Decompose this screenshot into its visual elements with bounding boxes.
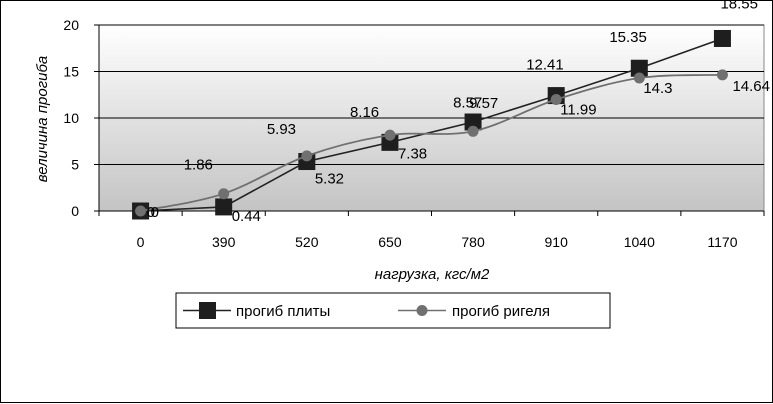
data-label-beam: 8.57 [453,94,482,111]
x-tick-label: 0 [137,234,145,250]
data-point-beam [633,72,645,84]
x-tick-label: 780 [461,234,485,250]
series-line-slab [140,37,723,212]
data-point-slab [215,198,233,216]
legend-label-slab: прогиб плиты [236,303,330,320]
x-axis-title: нагрузка, кгс/м2 [375,266,490,283]
data-label-slab: 12.41 [526,57,564,74]
legend-entry-beam: прогиб ригеля [398,303,550,320]
y-axis-title: величина прогиба [34,56,51,182]
legend-label-beam: прогиб ригеля [452,303,550,320]
series-line-beam [140,73,723,212]
data-label-beam: 11.99 [560,101,596,118]
x-tick-label: 1040 [624,234,655,250]
data-label-beam: 8.16 [350,104,379,121]
y-tick-label: 5 [71,157,79,173]
data-label-beam: 14.3 [643,80,672,97]
y-tick-label: 15 [63,64,79,80]
data-point-beam [384,129,396,141]
y-tick-label: 20 [63,17,79,33]
data-point-beam [301,150,313,162]
data-label-beam: 0 [147,204,155,221]
data-label-beam: 5.93 [267,121,296,138]
data-label-slab: 0 [151,204,159,221]
data-label-slab: 7.38 [398,145,427,162]
data-point-slab [464,113,482,131]
y-tick-label: 0 [71,203,79,219]
legend-square-marker [199,302,216,319]
data-label-beam: 1.86 [184,157,213,174]
data-label-slab: 5.32 [315,171,344,188]
data-point-slab [630,59,648,77]
data-label-slab: 0.44 [232,208,261,225]
data-label-slab: 18.55 [720,1,758,12]
legend-box [175,292,611,329]
data-point-beam [218,188,230,200]
data-label-slab: 15.35 [609,29,647,46]
data-point-slab [713,29,731,47]
data-point-beam [716,69,728,81]
data-point-beam [550,93,562,105]
data-point-beam [135,205,147,217]
x-tick-label: 520 [295,234,319,250]
data-label-beam: 14.64 [732,78,770,95]
legend-circle-marker [416,305,428,316]
x-tick-label: 390 [212,234,236,250]
y-tick-label: 10 [63,110,79,126]
x-tick-label: 650 [378,234,402,250]
legend-entry-slab: прогиб плиты [183,302,330,320]
data-label-slab: 9.57 [469,95,498,112]
legend: прогиб плиты прогиб ригеля [175,292,611,329]
x-tick-label: 1170 [707,234,737,250]
data-point-beam [467,125,479,137]
x-tick-label: 910 [545,234,569,250]
